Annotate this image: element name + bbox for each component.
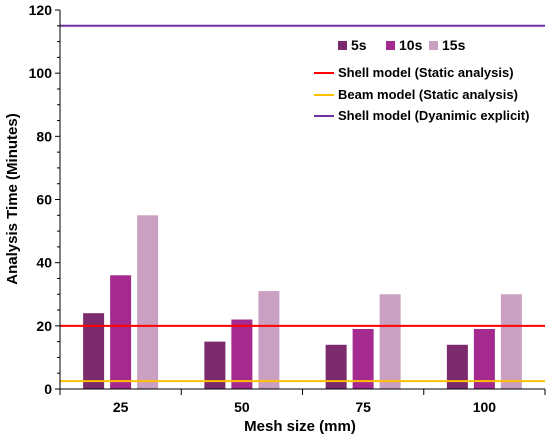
bar-5s-50	[204, 341, 226, 389]
reference-lines	[60, 24, 545, 383]
y-tick-label: 120	[29, 2, 53, 18]
legend-label-15s: 15s	[442, 37, 466, 53]
bar-15s-100	[500, 294, 522, 389]
x-ticks: 25 50 75 100	[59, 389, 546, 415]
legend-label-reference-2: Shell model (Dyanimic explicit)	[338, 108, 529, 123]
y-tick-label: 60	[36, 192, 52, 208]
x-tick-label: 100	[473, 399, 497, 415]
bar-15s-25	[137, 215, 159, 389]
y-tick-label: 80	[36, 128, 52, 144]
x-tick-label: 50	[234, 399, 250, 415]
bar-10s-100	[473, 328, 495, 389]
y-tick-label: 20	[36, 318, 52, 334]
y-tick-label: 40	[36, 255, 52, 271]
legend-swatch-5s	[338, 41, 347, 50]
legend-swatch-10s	[386, 41, 395, 50]
y-ticks: 0 20 40 60 80 100 120	[29, 2, 60, 397]
y-axis-title: Analysis Time (Minutes)	[4, 113, 21, 284]
bar-5s-25	[83, 313, 105, 389]
bar-5s-75	[325, 344, 347, 389]
legend-label-reference-0: Shell model (Static analysis)	[338, 65, 514, 80]
x-axis-title: Mesh size (mm)	[244, 418, 356, 435]
legend-label-10s: 10s	[399, 37, 423, 53]
bar-10s-50	[231, 319, 253, 389]
bar-5s-100	[446, 344, 468, 389]
bar-15s-75	[379, 294, 401, 389]
legend-label-reference-1: Beam model (Static analysis)	[338, 87, 518, 102]
x-tick-label: 25	[113, 399, 129, 415]
x-tick-label: 75	[355, 399, 371, 415]
bar-15s-50	[258, 291, 280, 389]
y-tick-label: 0	[44, 381, 52, 397]
bar-10s-75	[352, 328, 374, 389]
plot-area	[83, 215, 522, 389]
legend-swatch-15s	[429, 41, 438, 50]
legend-label-5s: 5s	[351, 37, 367, 53]
bar-10s-25	[110, 275, 132, 389]
y-tick-label: 100	[29, 65, 53, 81]
legend: 5s 10s 15s Shell model (Static analysis) Bea…	[314, 37, 529, 123]
